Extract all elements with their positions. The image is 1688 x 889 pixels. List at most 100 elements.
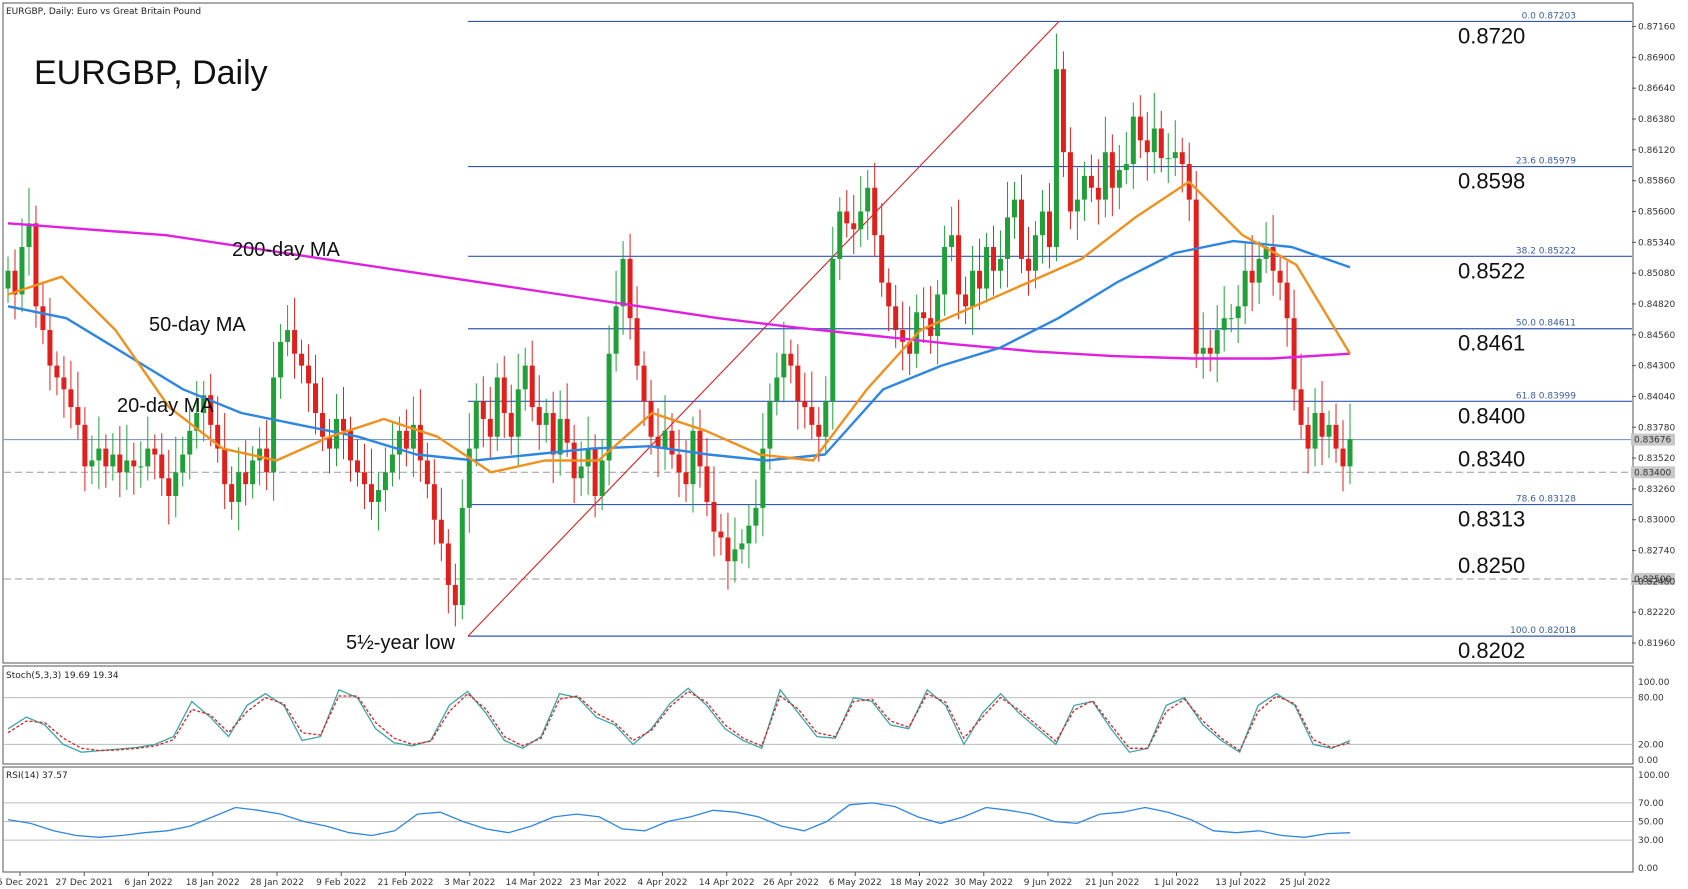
candle-body	[718, 531, 724, 538]
main-pane-frame	[2, 2, 1634, 664]
candle-body	[564, 418, 570, 443]
candle-body	[313, 383, 319, 414]
candle-body	[194, 413, 200, 431]
candle-body	[1018, 199, 1024, 259]
price-tick-label: 0.84040	[1638, 392, 1675, 402]
ma-line	[7, 180, 1352, 474]
price-tick-label: 0.85080	[1638, 269, 1675, 279]
osc-line	[7, 802, 1351, 838]
candle-body	[250, 460, 256, 485]
date-tick-label: 21 Feb 2022	[377, 878, 433, 888]
candle-body	[977, 270, 983, 289]
candle-body	[299, 353, 305, 366]
price-tick-label: 0.85340	[1638, 238, 1675, 248]
candle-body	[354, 460, 360, 473]
candle-body	[124, 460, 130, 473]
candle-body	[5, 270, 11, 289]
osc-tick-label: 100.00	[1638, 678, 1670, 688]
candle-body	[627, 258, 633, 319]
candle-body	[522, 365, 528, 390]
price-tick-label: 0.86900	[1638, 53, 1675, 63]
candle-body	[1284, 282, 1290, 319]
candle-body	[557, 418, 563, 455]
candle-body	[788, 353, 794, 366]
candle-body	[585, 448, 591, 467]
candle-body	[382, 472, 388, 491]
price-tag	[1631, 573, 1675, 586]
candle-body	[739, 543, 745, 550]
osc-tick-label: 70.00	[1638, 799, 1664, 809]
candle-body	[431, 484, 437, 520]
price-tick-label: 0.86120	[1638, 146, 1675, 156]
candle-body	[690, 430, 696, 485]
candle-body	[676, 454, 682, 473]
candle-body	[858, 211, 864, 230]
date-tick-label: 15 Dec 2021	[0, 878, 49, 888]
candle-body	[327, 436, 333, 449]
candle-body	[1109, 152, 1115, 188]
candle-body	[187, 430, 193, 455]
candle-body	[341, 418, 346, 431]
level-label: 0.8202	[1458, 638, 1525, 663]
candle-body	[54, 365, 60, 378]
candle-body	[117, 454, 123, 473]
candle-body	[781, 353, 787, 378]
candle-body	[599, 460, 605, 497]
fib-label: 50.0 0.84611	[1516, 319, 1576, 329]
candle-body	[1144, 140, 1150, 153]
date-tick-label: 13 Jul 2022	[1215, 878, 1266, 888]
candle-body	[515, 389, 521, 437]
candle-body	[1046, 211, 1052, 248]
candle-body	[1172, 152, 1178, 159]
candle-body	[501, 377, 507, 414]
price-tick-label: 0.83000	[1638, 516, 1675, 526]
candle-body	[166, 478, 172, 497]
date-tick-label: 25 Jul 2022	[1280, 878, 1331, 888]
candle-body	[655, 436, 661, 449]
candle-body	[1074, 199, 1080, 212]
price-tick-label: 0.85600	[1638, 207, 1675, 217]
moving-averages	[7, 180, 1352, 474]
price-tick-label: 0.85860	[1638, 177, 1675, 187]
candle-body	[872, 187, 878, 236]
candle-body	[375, 490, 381, 502]
date-tick-label: 21 Jun 2022	[1085, 878, 1139, 888]
candle-body	[257, 448, 263, 461]
fib-label: 78.6 0.83128	[1516, 495, 1576, 505]
candle-body	[180, 454, 186, 473]
price-tick-label: 0.83780	[1638, 423, 1675, 433]
candle-body	[711, 501, 717, 532]
candle-body	[1214, 330, 1220, 354]
candle-body	[900, 330, 906, 342]
candle-body	[970, 270, 976, 307]
candle-body	[907, 341, 913, 354]
ma20-annotation: 20-day MA	[117, 395, 214, 417]
current-price-tag	[1631, 433, 1675, 446]
chart-title: EURGBP, Daily	[34, 54, 268, 92]
candle-body	[424, 460, 430, 485]
candle-body	[634, 318, 640, 366]
candle-body	[12, 270, 18, 295]
candle-body	[89, 460, 95, 467]
candle-body	[795, 365, 801, 402]
price-tag-label: 0.83400	[1634, 468, 1671, 478]
osc-tick-label: 20.00	[1638, 740, 1664, 750]
level-label: 0.8400	[1458, 403, 1525, 428]
date-tick-label: 6 May 2022	[829, 878, 882, 888]
candle-body	[159, 454, 165, 479]
candle-body	[292, 330, 298, 354]
candle-body	[830, 258, 836, 402]
osc-tick-label: 30.00	[1638, 836, 1664, 846]
candle-body	[26, 223, 32, 248]
stoch-title: Stoch(5,3,3) 19.69 19.34	[6, 671, 119, 681]
candle-body	[201, 395, 207, 414]
candle-body	[306, 365, 312, 384]
oscillators: 100.00 80.00 20.00 0.00 100.00 70.00 50.00 30.0…	[4, 678, 1670, 874]
candle-body	[1200, 347, 1206, 354]
candle-body	[152, 448, 158, 455]
candle-body	[529, 365, 535, 408]
candle-body	[592, 448, 598, 497]
candle-body	[389, 454, 395, 473]
level-label: 0.8250	[1458, 553, 1525, 578]
price-tick-label: 0.84300	[1638, 362, 1675, 372]
